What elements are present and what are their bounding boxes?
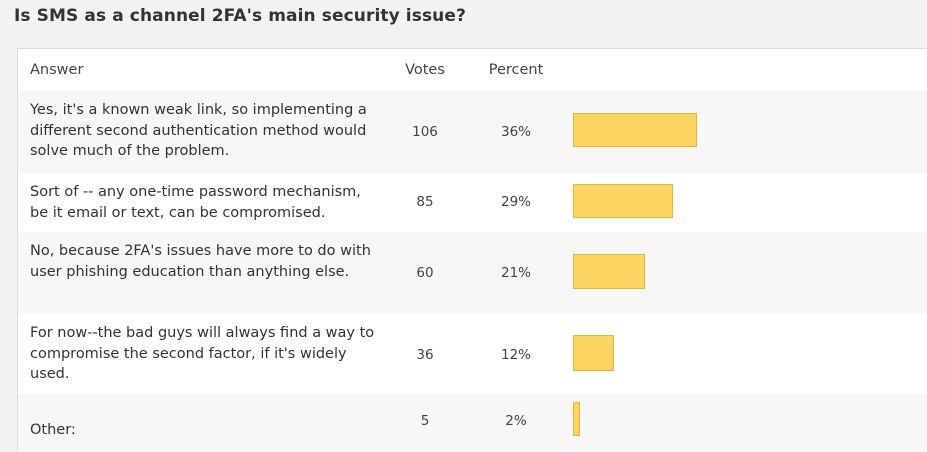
- page-title: Is SMS as a channel 2FA's main security …: [14, 6, 466, 26]
- result-bar: [573, 402, 580, 436]
- vote-percent: 29%: [500, 194, 531, 210]
- table-row: No, because 2FA's issues have more to do…: [18, 232, 927, 314]
- table-row: For now--the bad guys will always find a…: [18, 314, 927, 394]
- table-row: Sort of -- any one-time password mechani…: [18, 173, 927, 232]
- table-row: Other: 5 2%: [18, 394, 927, 452]
- vote-percent: 12%: [500, 347, 531, 363]
- result-bar: [573, 113, 697, 147]
- result-bar: [573, 184, 673, 218]
- column-header-percent: Percent: [488, 62, 544, 78]
- result-bar: [573, 254, 645, 289]
- result-bar: [573, 335, 614, 371]
- column-header-answer: Answer: [30, 62, 84, 78]
- poll-results-table: Answer Votes Percent Yes, it's a known w…: [17, 48, 927, 452]
- vote-count: 36: [416, 347, 434, 363]
- column-header-votes: Votes: [405, 62, 445, 78]
- answer-text: No, because 2FA's issues have more to do…: [30, 243, 371, 280]
- vote-count: 60: [416, 265, 434, 281]
- table-header: Answer Votes Percent: [18, 49, 927, 91]
- vote-count: 5: [420, 413, 430, 429]
- vote-percent: 2%: [505, 413, 527, 429]
- answer-text: Other:: [30, 422, 76, 438]
- vote-count: 106: [412, 124, 438, 140]
- answer-text: For now--the bad guys will always find a…: [30, 325, 375, 382]
- answer-text: Sort of -- any one-time password mechani…: [30, 184, 361, 221]
- table-row: Yes, it's a known weak link, so implemen…: [18, 91, 927, 173]
- vote-count: 85: [416, 194, 434, 210]
- vote-percent: 36%: [500, 124, 531, 140]
- vote-percent: 21%: [500, 265, 531, 281]
- answer-text: Yes, it's a known weak link, so implemen…: [30, 102, 367, 159]
